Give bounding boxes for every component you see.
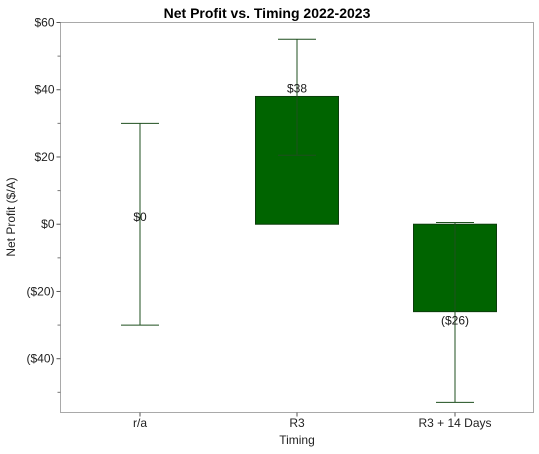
bar-value-label: $38 — [287, 81, 307, 95]
x-tick-label: R3 + 14 Days — [418, 416, 491, 430]
x-axis-label: Timing — [279, 433, 315, 447]
error-bars-group — [121, 38, 474, 403]
y-tick-label: ($20) — [26, 284, 54, 298]
y-tick-label: $60 — [34, 16, 54, 30]
y-tick-label: $40 — [34, 83, 54, 97]
bar-value-label: ($26) — [441, 314, 469, 328]
x-tick-label: R3 — [289, 416, 305, 430]
y-axis: $60 $40 $20 $0 ($20) ($40) — [26, 16, 61, 393]
y-tick-label: $20 — [34, 150, 54, 164]
bar-value-label: $0 — [133, 210, 147, 224]
data-labels-group: $0 $38 ($26) — [133, 81, 469, 327]
y-tick-label: ($40) — [26, 352, 54, 366]
x-axis: r/a R3 R3 + 14 Days — [133, 412, 492, 430]
y-axis-label: Net Profit ($/A) — [4, 177, 18, 256]
y-tick-label: $0 — [41, 217, 55, 231]
x-tick-label: r/a — [133, 416, 147, 430]
chart-title: Net Profit vs. Timing 2022-2023 — [164, 5, 371, 21]
